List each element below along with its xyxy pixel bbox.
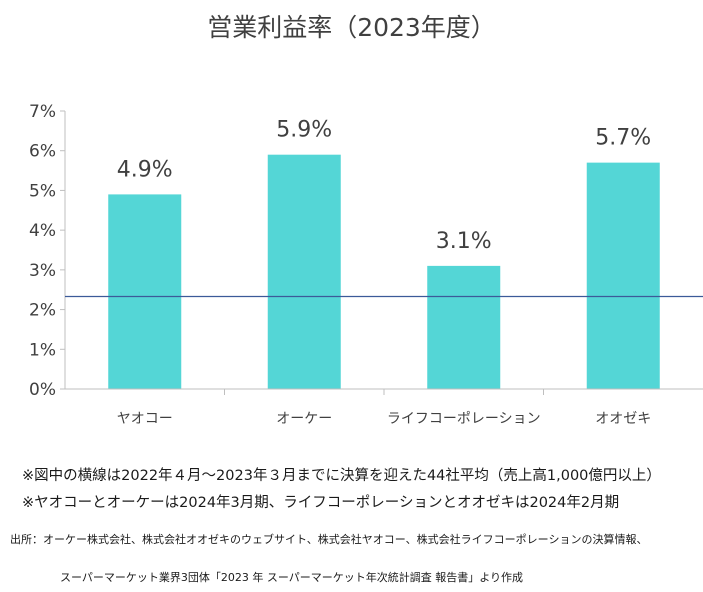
bar — [586, 162, 660, 389]
data-label: 5.9% — [276, 118, 332, 143]
note-reference-line: ※図中の横線は2022年４月～2023年３月までに決算を迎えた44社平均（売上高… — [22, 468, 661, 484]
y-tick-label: 0% — [29, 380, 56, 400]
bar — [108, 194, 182, 389]
bar — [427, 265, 501, 389]
y-tick-label: 6% — [29, 142, 56, 162]
y-tick-label: 4% — [29, 221, 56, 241]
y-tick-label: 3% — [29, 261, 56, 281]
y-tick-label: 2% — [29, 301, 56, 321]
source-line-1: 出所：オーケー株式会社、株式会社オオゼキのウェブサイト、株式会社ヤオコー、株式会… — [10, 533, 648, 546]
bar — [267, 154, 341, 389]
note-fiscal-periods: ※ヤオコーとオーケーは2024年3月期、ライフコーポレーションとオオゼキは202… — [22, 495, 620, 511]
data-label: 5.7% — [595, 126, 651, 151]
x-tick-label: ライフコーポレーション — [387, 411, 541, 427]
y-tick-label: 5% — [29, 181, 56, 201]
x-tick-label: オーケー — [276, 411, 332, 427]
x-tick-label: ヤオコー — [117, 411, 173, 427]
data-label: 3.1% — [436, 229, 492, 254]
source-line-2: スーパーマーケット業界3団体「2023 年 スーパーマーケット年次統計調査 報告… — [60, 571, 524, 584]
x-tick-label: オオゼキ — [595, 411, 651, 427]
operating-margin-bar-chart: 0% 1% 2% 3% 4% 5% 6% 7% 4.9% ヤオコー 5.9% オーケー 3.1% ライフコ… — [29, 102, 703, 427]
data-label: 4.9% — [117, 157, 173, 182]
chart-title: 営業利益率（2023年度） — [207, 13, 496, 42]
y-tick-label: 1% — [29, 340, 56, 360]
y-tick-label: 7% — [29, 102, 56, 122]
